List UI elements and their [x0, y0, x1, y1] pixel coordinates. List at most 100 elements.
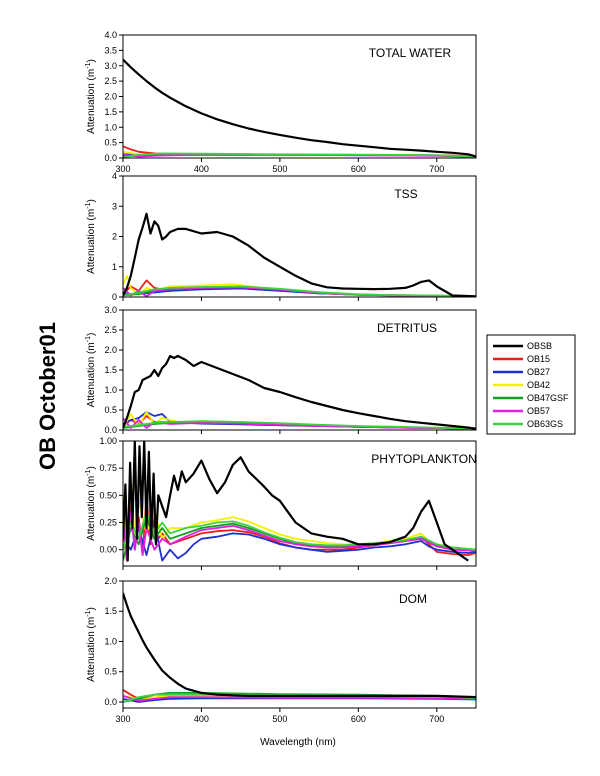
y-tick-label: 1.0 [104, 385, 117, 395]
y-axis-label-superscript: -1 [85, 610, 92, 616]
y-tick-label: 0.00 [99, 545, 117, 555]
y-axis-label-end: ) [86, 466, 97, 469]
y-axis-label-end: ) [86, 199, 97, 202]
y-axis-label-main: Attenuation (m [86, 342, 97, 407]
legend-label: OB42 [527, 380, 550, 390]
y-tick-label: 1.0 [104, 122, 117, 132]
y-tick-label: 0.5 [104, 138, 117, 148]
y-axis-label-main: Attenuation (m [86, 209, 97, 274]
panel-tss: 0 1 2 3 4 TSS Attenuation (m-1) [85, 171, 477, 302]
series-line-obsb [123, 441, 469, 562]
x-tick-label: 600 [351, 164, 366, 174]
y-axis-label-superscript: -1 [85, 202, 92, 208]
y-tick-label: 2.0 [104, 576, 117, 586]
y-tick-label: 3.5 [104, 45, 117, 55]
legend-items: OBSB OB15 OB27 OB42 OB47GSF OB57 OB63GS [493, 341, 569, 429]
y-tick-label: 3.0 [104, 305, 117, 315]
legend-item-ob42: OB42 [493, 380, 550, 390]
series-line-ob63gs [123, 152, 476, 158]
series-line-ob57 [123, 695, 476, 702]
legend-label: OB63GS [527, 419, 563, 429]
x-axis-label: Wavelength (nm) [260, 737, 336, 748]
y-tick-label: 1.5 [104, 365, 117, 375]
y-tick-label: 0.0 [104, 697, 117, 707]
y-tick-label: 0.25 [99, 518, 117, 528]
y-axis-label-main: Attenuation (m [86, 69, 97, 134]
x-tick-label: 300 [115, 164, 130, 174]
y-tick-label: 1.0 [104, 636, 117, 646]
y-tick-label: 1.00 [99, 436, 117, 446]
y-axis-label-superscript: -1 [85, 469, 92, 475]
y-axis-label-superscript: -1 [85, 62, 92, 68]
y-axis-label: Attenuation (m-1) [85, 199, 97, 274]
y-tick-label: 2.0 [104, 345, 117, 355]
panel-title-dom: DOM [399, 592, 427, 606]
figure-title: OB October01 [35, 322, 60, 470]
panel-title-tss: TSS [394, 187, 417, 201]
panel-phytoplankton: 0.00 0.25 0.50 0.75 1.00 PHYTOPLANKTON Attenua… [85, 436, 477, 570]
panel-title-phytoplankton: PHYTOPLANKTON [371, 452, 477, 466]
series-line-ob57 [123, 510, 476, 562]
panel-title-total-water: TOTAL WATER [369, 46, 452, 60]
y-tick-label: 0.5 [104, 405, 117, 415]
series-line-obsb [123, 58, 476, 158]
y-tick-label: 1 [112, 262, 117, 272]
plot-frame-dom [122, 580, 477, 709]
series-line-obsb [123, 354, 476, 430]
series-line-ob63gs [123, 285, 476, 297]
y-axis-label-main: Attenuation (m [86, 476, 97, 541]
series-group-dom [123, 592, 476, 703]
y-tick-label: 2 [112, 232, 117, 242]
series-line-obsb [123, 212, 476, 297]
y-axis-label-end: ) [86, 59, 97, 62]
x-tick-label: 400 [194, 714, 209, 724]
legend-item-obsb: OBSB [493, 341, 552, 351]
legend-item-ob47gsf: OB47GSF [493, 393, 569, 403]
panel-total-water: 0.0 0.5 1.0 1.5 2.0 2.5 3.0 3.5 4.0 300 400 500 600 7… [85, 30, 477, 174]
y-tick-label: 3.0 [104, 61, 117, 71]
y-axis-label-superscript: -1 [85, 336, 92, 342]
legend-item-ob15: OB15 [493, 354, 550, 364]
panel-title-detritus: DETRITUS [377, 321, 437, 335]
y-tick-label: 2.5 [104, 76, 117, 86]
panel-detritus: 0.0 0.5 1.0 1.5 2.0 2.5 3.0 DETRITUS Attenuation… [85, 305, 477, 435]
series-line-obsb [123, 592, 476, 699]
x-tick-label: 500 [272, 164, 287, 174]
legend-label: OB27 [527, 367, 550, 377]
y-tick-label: 2.5 [104, 325, 117, 335]
y-tick-label: 4.0 [104, 30, 117, 40]
legend-label: OB47GSF [527, 393, 569, 403]
legend: OBSB OB15 OB27 OB42 OB47GSF OB57 OB63GS [486, 334, 576, 435]
legend-label: OB15 [527, 354, 550, 364]
x-tick-label: 400 [194, 164, 209, 174]
y-tick-label: 0.75 [99, 463, 117, 473]
legend-item-ob63gs: OB63GS [493, 419, 563, 429]
y-axis-label: Attenuation (m-1) [85, 607, 97, 682]
panel-dom: 0.0 0.5 1.0 1.5 2.0 300 400 500 600 700 DOM Attenua… [85, 576, 477, 724]
legend-item-ob57: OB57 [493, 406, 550, 416]
y-tick-label: 1.5 [104, 606, 117, 616]
y-tick-label: 3 [112, 201, 117, 211]
series-line-ob63gs [123, 420, 476, 430]
x-tick-label: 600 [351, 714, 366, 724]
series-line-ob27 [123, 521, 476, 562]
y-tick-label: 0.0 [104, 153, 117, 163]
legend-label: OBSB [527, 341, 552, 351]
series-line-ob42 [123, 478, 476, 551]
y-tick-label: 4 [112, 171, 117, 181]
y-axis-label: Attenuation (m-1) [85, 59, 97, 134]
y-axis-label-end: ) [86, 333, 97, 336]
y-tick-label: 0.5 [104, 667, 117, 677]
series-group-total-water [123, 58, 476, 158]
y-axis-label-main: Attenuation (m [86, 617, 97, 682]
series-group-detritus [123, 354, 476, 430]
y-axis-label: Attenuation (m-1) [85, 333, 97, 408]
y-tick-label: 0 [112, 292, 117, 302]
y-tick-label: 0.0 [104, 425, 117, 435]
series-group-phytoplankton [123, 441, 476, 562]
series-group-tss [123, 212, 476, 297]
y-axis-label-end: ) [86, 607, 97, 610]
x-tick-label: 700 [429, 714, 444, 724]
legend-item-ob27: OB27 [493, 367, 550, 377]
